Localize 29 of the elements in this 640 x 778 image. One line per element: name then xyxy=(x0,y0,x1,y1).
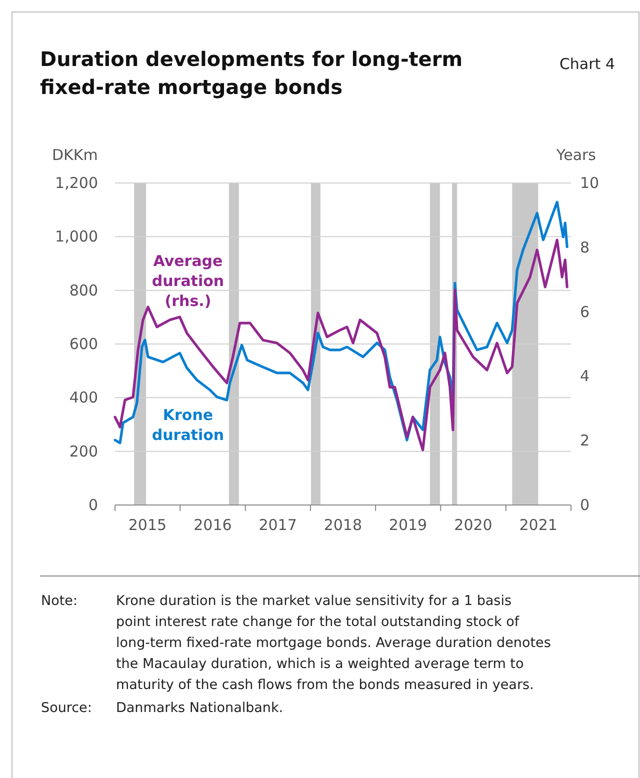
line-series xyxy=(114,238,568,452)
y2-tick-label: 2 xyxy=(580,432,590,450)
y-tick-label: 400 xyxy=(69,388,98,407)
y2-tick-label: 6 xyxy=(580,302,590,321)
y-tick-label: 800 xyxy=(69,281,98,300)
text: Source: Danmarks Nationalbank. xyxy=(41,700,284,716)
chart-subtitle: Chart 4 xyxy=(559,55,615,73)
x-tick-label: 2020 xyxy=(454,516,492,534)
y2-tick-label: 0 xyxy=(580,496,590,514)
text: Note: Krone duration is the market value sensitivity for a 1 basis point interest rate change for the total outstanding stock of long-term fixed-rate mortgage bonds. Average duration denotes the Macaulay duration, which is a weighted average term to maturity of the cash flows from the bonds measured in years. xyxy=(41,593,551,693)
x-tick-label: 2016 xyxy=(194,516,232,534)
y-tick-label: 200 xyxy=(69,442,98,460)
y-tick-label: 0 xyxy=(88,496,98,514)
y2-tick-label: 8 xyxy=(580,238,590,256)
y-tick-label: 1,200 xyxy=(55,174,98,192)
series-label: Average duration (rhs.) xyxy=(152,252,224,310)
x-tick-label: 2018 xyxy=(324,516,362,534)
x-tick-label: 2017 xyxy=(258,516,297,534)
y2-tick-label: 4 xyxy=(580,367,590,386)
y-axis-title: DKKm xyxy=(52,146,98,164)
y2-axis-title: Years xyxy=(555,146,596,164)
x-tick-label: 2019 xyxy=(388,516,428,534)
x-tick-label: 2015 xyxy=(128,516,167,534)
x-tick-label: 2021 xyxy=(519,516,558,534)
y-tick-label: 600 xyxy=(69,335,98,353)
y-tick-label: 1,000 xyxy=(55,228,98,246)
chart-title: Duration developments for long-term fixed-rate mortgage bonds xyxy=(40,47,463,99)
y2-tick-label: 10 xyxy=(580,174,600,192)
series-label: Krone duration xyxy=(152,406,224,444)
